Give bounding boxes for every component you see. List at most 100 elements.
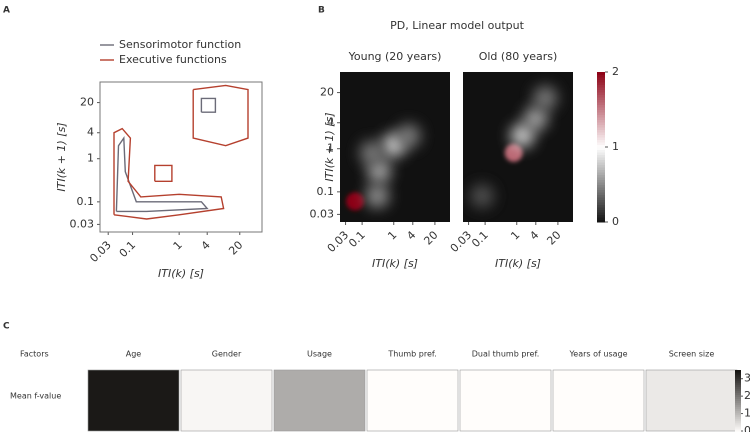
- colorbar-cell: [735, 402, 741, 406]
- colorbar-cell: [735, 394, 741, 397]
- y-tick-label: 0.1: [77, 195, 95, 208]
- colorbar-label: 0: [744, 424, 750, 432]
- x-tick-label: 1: [171, 238, 185, 252]
- y-axis-label: ITI(k + 1) [s]: [323, 112, 336, 181]
- colorbar-cell: [735, 398, 741, 401]
- colorbar-cell: [597, 117, 605, 120]
- colorbar-cell: [597, 92, 605, 95]
- colorbar-cell: [735, 370, 741, 373]
- heat-blob: [533, 85, 558, 110]
- colorbar-cell: [597, 132, 605, 135]
- colorbar-cell: [735, 372, 741, 375]
- column-label: Years of usage: [568, 350, 627, 359]
- colorbar-cell: [735, 426, 741, 430]
- colorbar-cell: [597, 142, 605, 145]
- panel-label: B: [318, 6, 325, 16]
- colorbar-cell: [597, 179, 605, 183]
- colorbar-cell: [597, 87, 605, 90]
- colorbar-cell: [735, 420, 741, 424]
- x-axis-label: ITI(k) [s]: [158, 267, 204, 280]
- colorbar-cell: [597, 139, 605, 143]
- y-tick-label: 0.1: [317, 185, 335, 198]
- x-tick-label: 0.1: [117, 238, 139, 260]
- x-tick-label: 4: [199, 238, 213, 252]
- colorbar-cell: [597, 159, 605, 163]
- heat-cell: [552, 369, 645, 432]
- colorbar-cell: [597, 107, 605, 110]
- colorbar-label: 3: [744, 372, 750, 385]
- colorbar-cell: [735, 418, 741, 422]
- y-tick-label: 1: [87, 152, 94, 165]
- header-label: Factors: [20, 350, 49, 359]
- colorbar-cell: [735, 376, 741, 379]
- colorbar-cell: [597, 72, 605, 75]
- colorbar-cell: [597, 97, 605, 100]
- colorbar-label: 0: [612, 215, 619, 228]
- colorbar-cell: [735, 422, 741, 426]
- contour-line: [113, 84, 249, 220]
- heat-blob: [367, 159, 392, 184]
- colorbar-cell: [735, 388, 741, 391]
- colorbar-cell: [735, 374, 741, 377]
- colorbar-cell: [597, 154, 605, 158]
- y-tick-label: 4: [327, 116, 334, 129]
- heat-blob: [470, 184, 495, 209]
- colorbar-cell: [735, 392, 741, 395]
- colorbar-cell: [597, 102, 605, 105]
- colorbar-cell: [597, 187, 605, 190]
- colorbar-cell: [597, 204, 605, 208]
- colorbar-cell: [735, 378, 741, 381]
- colorbar-cell: [735, 396, 741, 399]
- colorbar-cell: [597, 104, 605, 108]
- y-tick-label: 1: [327, 142, 334, 155]
- legend-label: Executive functions: [119, 53, 227, 66]
- colorbar-cell: [597, 157, 605, 160]
- colorbar-cell: [735, 382, 741, 385]
- x-tick-label: 1: [508, 228, 522, 242]
- heat-blob: [523, 106, 548, 131]
- x-tick-label: 20: [421, 228, 440, 247]
- heat-cell: [87, 369, 180, 432]
- heat-blob: [346, 192, 365, 211]
- colorbar-cell: [597, 202, 605, 205]
- colorbar-cell: [597, 137, 605, 140]
- colorbar-cell: [597, 119, 605, 123]
- colorbar-cell: [735, 428, 741, 432]
- colorbar-cell: [597, 172, 605, 175]
- heat-blob: [359, 140, 384, 165]
- colorbar-cell: [597, 144, 605, 148]
- colorbar-cell: [597, 217, 605, 220]
- colorbar-cell: [597, 109, 605, 113]
- colorbar-cell: [597, 124, 605, 128]
- column-label: Gender: [212, 350, 242, 359]
- colorbar-cell: [597, 77, 605, 80]
- colorbar-cell: [597, 182, 605, 185]
- colorbar-cell: [597, 207, 605, 210]
- colorbar-cell: [735, 380, 741, 383]
- panel-label: C: [3, 322, 10, 332]
- y-tick-label: 20: [80, 96, 94, 109]
- heatmap-area: [340, 72, 450, 222]
- colorbar-cell: [597, 197, 605, 200]
- colorbar-label: 2: [744, 389, 750, 402]
- x-tick-label: 0.03: [87, 238, 114, 265]
- chart-title: PD, Linear model output: [390, 19, 524, 32]
- y-tick-label: 0.03: [310, 207, 335, 220]
- y-tick-label: 0.03: [70, 217, 95, 230]
- colorbar-cell: [735, 416, 741, 420]
- colorbar-cell: [597, 84, 605, 88]
- colorbar-cell: [597, 94, 605, 98]
- colorbar-cell: [597, 162, 605, 165]
- colorbar-cell: [735, 390, 741, 393]
- plot-frame: [99, 81, 263, 233]
- colorbar-cell: [597, 192, 605, 195]
- colorbar-cell: [597, 79, 605, 83]
- panel-label: A: [3, 6, 10, 16]
- colorbar-label: 2: [612, 65, 619, 78]
- colorbar-label: 1: [744, 407, 750, 420]
- colorbar-cell: [735, 406, 741, 410]
- colorbar-cell: [597, 122, 605, 125]
- colorbar-cell: [597, 184, 605, 188]
- column-label: Screen size: [669, 350, 715, 359]
